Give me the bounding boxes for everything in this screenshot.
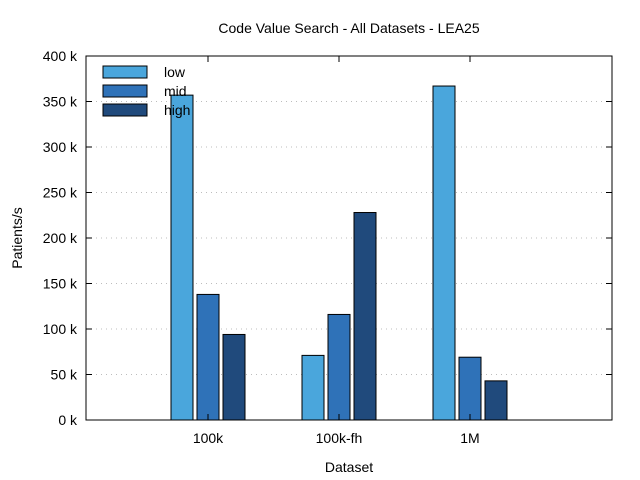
x-tick-label: 100k [193,430,224,446]
x-axis-label: Dataset [325,459,373,475]
legend-swatch-mid [102,84,148,98]
bar-mid-100k [196,293,220,421]
y-tick-label: 0 k [58,412,78,428]
legend-label-mid: mid [164,83,187,99]
y-tick-label: 300 k [43,139,78,155]
x-tick-label: 1M [460,430,479,446]
y-tick-label: 250 k [43,185,78,201]
bar-mid-1M [458,356,482,421]
bar-high-100k-fh [353,212,377,421]
bar-low-100k [170,94,194,421]
bar-low-1M [432,85,456,421]
bar-high-100k [222,333,246,421]
chart-title: Code Value Search - All Datasets - LEA25 [218,20,479,36]
bar-high-1M [484,380,508,421]
y-tick-label: 350 k [43,94,78,110]
y-tick-label: 150 k [43,276,78,292]
y-tick-label: 200 k [43,230,78,246]
y-axis-ticks: 0 k 50 k 100 k 150 k 200 k 250 k 300 k 350 k 400… [43,48,612,428]
y-tick-label: 100 k [43,321,78,337]
legend-label-high: high [164,102,190,118]
legend: low mid high [102,64,190,118]
y-tick-label: 50 k [51,367,78,383]
bar-mid-100k-fh [327,313,351,421]
legend-swatch-low [102,65,148,79]
bars [170,85,508,421]
y-axis-label: Patients/s [9,207,25,268]
x-axis-ticks: 100k 100k-fh 1M [193,56,480,446]
legend-swatch-high [102,103,148,117]
y-tick-label: 400 k [43,48,78,64]
legend-label-low: low [164,64,186,80]
x-tick-label: 100k-fh [316,430,363,446]
bar-low-100k-fh [301,354,325,421]
